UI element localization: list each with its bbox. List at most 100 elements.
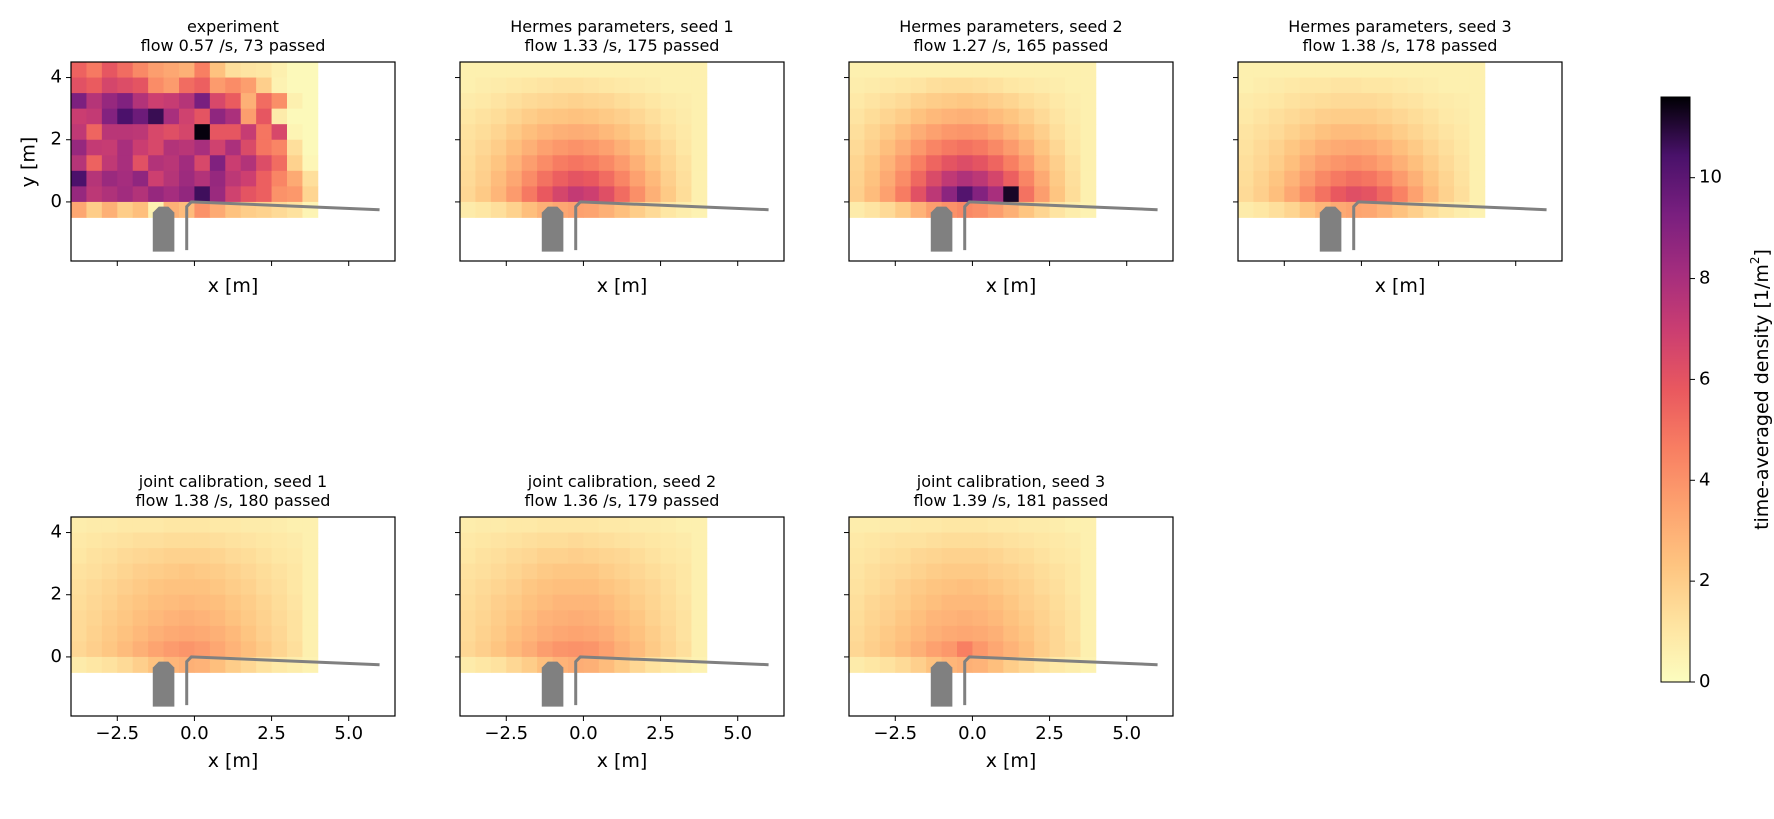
x-tick-label: 2.5 [257, 723, 286, 744]
panel-title-line2: flow 1.38 /s, 180 passed [136, 491, 331, 510]
heatmap-cell [676, 656, 692, 673]
heatmap-cell [614, 186, 631, 203]
heatmap-cell [645, 124, 661, 141]
heatmap-cell [583, 548, 600, 565]
heatmap-cell [490, 201, 507, 218]
heatmap-cell [1003, 610, 1020, 627]
y-axis-label: y [m] [18, 137, 40, 188]
heatmap-cell [132, 186, 149, 203]
heatmap-cell [117, 62, 134, 78]
heatmap-cell [101, 170, 118, 187]
y-tick-label: 4 [51, 522, 62, 543]
heatmap-cell [645, 108, 661, 125]
heatmap-cell [209, 201, 226, 218]
heatmap-cell [256, 610, 272, 627]
heatmap-cell [1018, 93, 1035, 110]
heatmap-cell [972, 610, 989, 627]
heatmap-cell [475, 139, 492, 156]
heatmap-cell [163, 124, 180, 141]
heatmap-cell [864, 594, 881, 611]
heatmap-cell [506, 124, 523, 141]
heatmap-cell [864, 108, 881, 125]
heatmap-cell [849, 532, 865, 549]
heatmap-cell [86, 201, 103, 218]
heatmap-cell [475, 610, 492, 627]
heatmap-cell [1238, 155, 1254, 172]
heatmap-cell [1049, 594, 1066, 611]
heatmap-cells [71, 62, 319, 218]
heatmap-cell [1080, 548, 1097, 565]
heatmap-cell [287, 124, 303, 141]
heatmap-cell [460, 517, 476, 533]
heatmap-cell [568, 124, 584, 141]
heatmap-cell [910, 548, 927, 565]
heatmap-cell [941, 108, 958, 125]
heatmap-cell [302, 77, 319, 94]
heatmap-cell [71, 155, 87, 172]
heatmap-cell [86, 186, 103, 203]
heatmap-cell [537, 139, 553, 156]
heatmap-cell [1438, 108, 1455, 125]
heatmap-cell [209, 186, 226, 203]
heatmap-cell [148, 517, 164, 533]
heatmap-cell [194, 641, 211, 658]
heatmap-cell [1049, 610, 1066, 627]
heatmap-cell [194, 139, 211, 156]
heatmap-cell [256, 170, 272, 187]
heatmap-cell [552, 641, 569, 658]
heatmap-cell [148, 108, 164, 125]
heatmap-cell [849, 124, 865, 141]
heatmap-cell [1330, 155, 1347, 172]
heatmap-cell [240, 139, 257, 156]
axes-frame [848, 61, 1174, 262]
heatmap-cell [1423, 155, 1439, 172]
heatmap-cell [287, 93, 303, 110]
heatmap-cell [1065, 139, 1081, 156]
heatmap-cell [256, 155, 272, 172]
heatmap-cell [71, 517, 87, 533]
heatmap-cell [1080, 517, 1097, 533]
heatmap-cell [271, 579, 288, 596]
heatmap-cell [179, 170, 195, 187]
heatmap-cell [1315, 108, 1331, 125]
heatmap-cell [163, 62, 180, 78]
heatmap-cell [1346, 186, 1362, 203]
heatmap-cell [864, 625, 881, 642]
heatmap-cell [926, 124, 942, 141]
heatmap-cell [240, 93, 257, 110]
heatmap-cell [490, 108, 507, 125]
heatmap-cell [1018, 170, 1035, 187]
heatmap-cell [1284, 62, 1301, 78]
x-tick-label: 5.0 [723, 723, 752, 744]
heatmap-cell [86, 155, 103, 172]
heatmap-cell [287, 139, 303, 156]
x-tick-label: 0.0 [958, 723, 987, 744]
heatmap-cell [552, 93, 569, 110]
heatmap-cell [490, 656, 507, 673]
heatmap-cell [490, 563, 507, 580]
heatmap-cell [194, 201, 211, 218]
heatmap-cell [1469, 139, 1486, 156]
heatmap-cell [86, 124, 103, 141]
heatmap-cell [256, 186, 272, 203]
heatmap-cell [849, 201, 865, 218]
heatmap-cell [287, 155, 303, 172]
heatmap-cell [972, 579, 989, 596]
heatmap-cell [194, 186, 211, 203]
heatmap-cell [1361, 155, 1378, 172]
heatmap-cell [1392, 62, 1409, 78]
heatmap-cell [957, 170, 973, 187]
heatmap-cell [1065, 641, 1081, 658]
heatmap-cell [691, 532, 708, 549]
heatmap-cell [1018, 532, 1035, 549]
axes-frame [459, 516, 785, 717]
heatmap-cell [179, 563, 195, 580]
heatmap-cell [1454, 139, 1470, 156]
heatmap-cell [1080, 124, 1097, 141]
heatmap-cell [568, 62, 584, 78]
heatmap-cell [614, 532, 631, 549]
heatmap-cell [179, 641, 195, 658]
heatmap-cell [506, 139, 523, 156]
